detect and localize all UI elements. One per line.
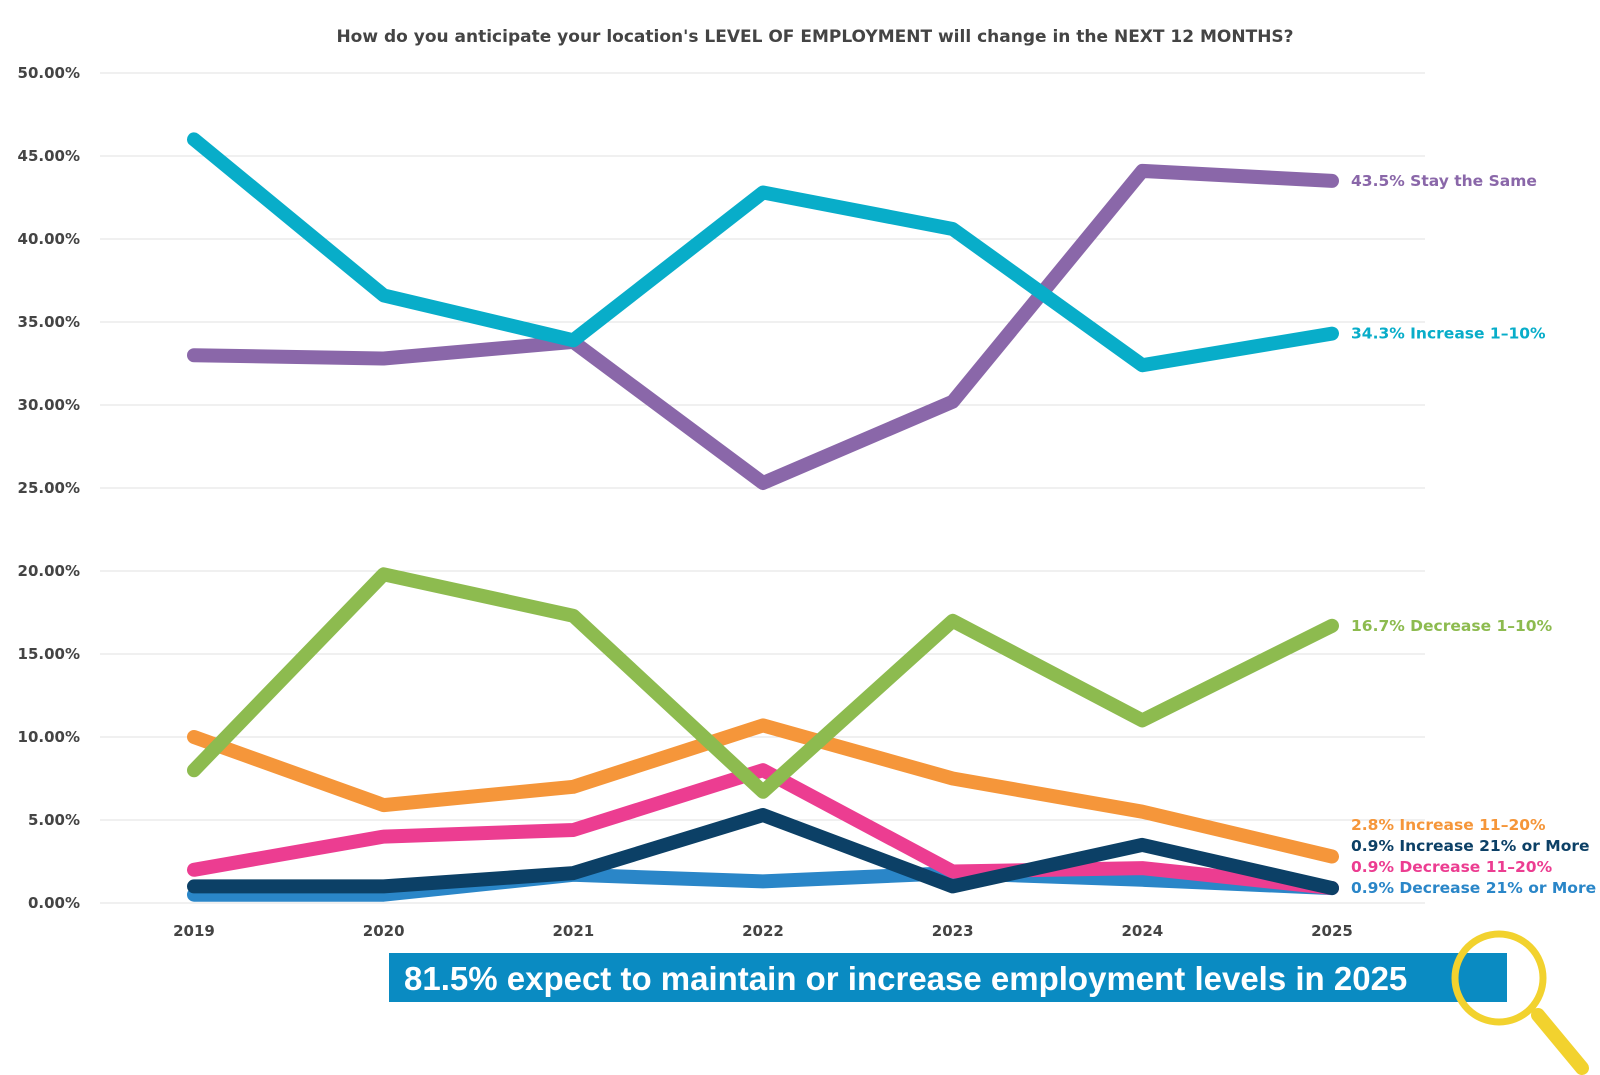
series-end-label: 43.5% Stay the Same	[1351, 172, 1537, 190]
x-axis-ticks: 2019 2020 2021 2022 2023 2024 2025	[173, 922, 1353, 940]
series-lines	[187, 132, 1339, 902]
annotation-banner-text: 81.5% expect to maintain or increase emp…	[404, 960, 1407, 997]
y-tick-label: 30.00%	[18, 396, 80, 414]
series-end-label: 0.9% Decrease 11–20%	[1351, 858, 1553, 876]
x-tick-label: 2022	[742, 922, 784, 940]
series-end-label: 16.7% Decrease 1–10%	[1351, 617, 1553, 635]
y-tick-label: 50.00%	[18, 64, 80, 82]
annotation-banner-bar	[389, 953, 1507, 1002]
y-tick-label: 10.00%	[18, 728, 80, 746]
x-tick-label: 2025	[1311, 922, 1353, 940]
series-end-labels: 43.5% Stay the Same 34.3% Increase 1–10% 1…	[1351, 172, 1596, 897]
series-line	[187, 808, 1339, 896]
y-tick-label: 5.00%	[28, 811, 80, 829]
x-tick-label: 2023	[932, 922, 974, 940]
series-line	[187, 163, 1339, 490]
y-tick-label: 15.00%	[18, 645, 80, 663]
series-end-label: 34.3% Increase 1–10%	[1351, 325, 1546, 343]
y-tick-label: 35.00%	[18, 313, 80, 331]
magnifying-glass-icon	[1451, 930, 1589, 1075]
y-tick-label: 45.00%	[18, 147, 80, 165]
annotation-banner: 81.5% expect to maintain or increase emp…	[389, 953, 1507, 1002]
x-tick-label: 2021	[552, 922, 594, 940]
y-tick-label: 0.00%	[28, 894, 80, 912]
x-tick-label: 2024	[1121, 922, 1163, 940]
series-end-label: 0.9% Increase 21% or More	[1351, 837, 1590, 855]
y-tick-label: 20.00%	[18, 562, 80, 580]
y-tick-label: 25.00%	[18, 479, 80, 497]
y-axis-ticks: 0.00% 5.00% 10.00% 15.00% 20.00% 25.00% 30.00%…	[18, 64, 80, 912]
x-tick-label: 2020	[363, 922, 405, 940]
series-line	[187, 718, 1339, 864]
series-end-label: 0.9% Decrease 21% or More	[1351, 879, 1596, 897]
series-end-label: 2.8% Increase 11–20%	[1351, 816, 1546, 834]
chart-title: How do you anticipate your location's LE…	[336, 27, 1293, 47]
y-tick-label: 40.00%	[18, 230, 80, 248]
series-line	[187, 866, 1339, 902]
series-line	[187, 763, 1339, 896]
series-line	[187, 132, 1339, 373]
series-line	[187, 567, 1339, 799]
x-tick-label: 2019	[173, 922, 215, 940]
